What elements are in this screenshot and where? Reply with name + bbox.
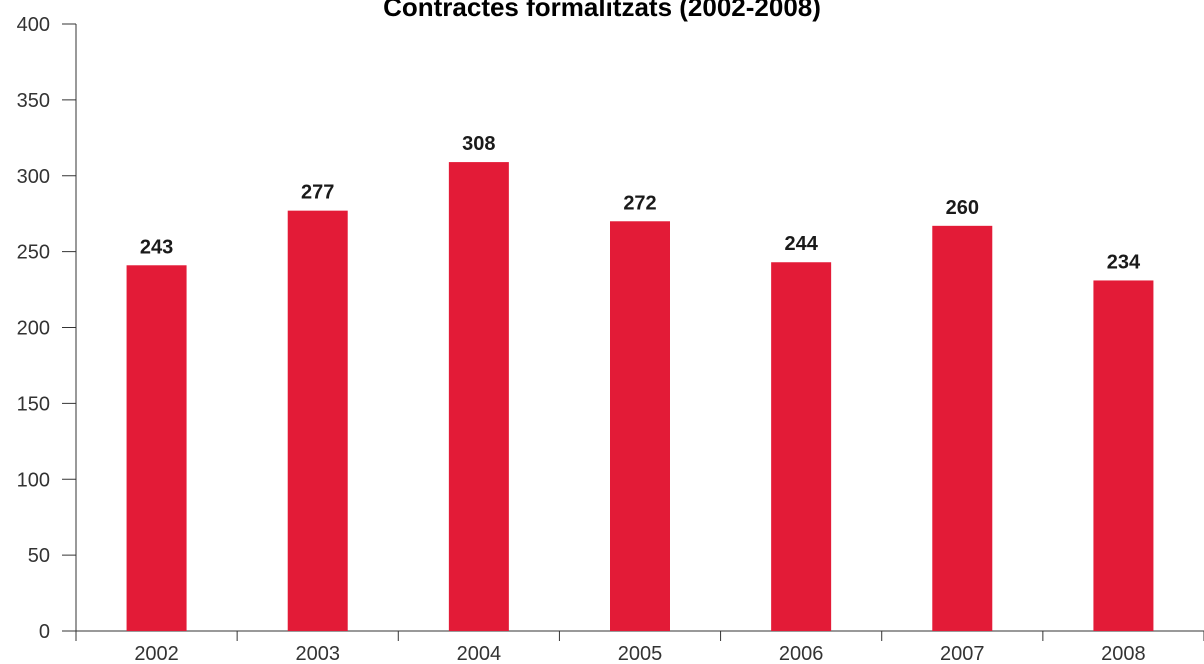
y-axis: 0 50 100 150 200 250 300 350 400 [17,14,77,643]
y-tick-label: 200 [17,318,50,340]
bar [287,210,348,631]
x-tick-label: 2008 [1101,643,1146,664]
x-tick-label: 2003 [295,643,340,664]
y-tick-label: 100 [17,469,50,491]
x-tick-label: 2002 [134,643,179,664]
y-tick-label: 300 [17,166,50,188]
x-tick-label: 2005 [618,643,663,664]
bar [126,265,187,631]
data-label: 260 [946,197,979,219]
y-tick-label: 150 [17,393,50,415]
data-label: 277 [301,182,334,204]
data-label: 308 [462,133,495,155]
bar [1093,280,1154,631]
bars [126,162,1154,631]
y-tick-label: 250 [17,242,50,264]
data-label: 272 [623,192,656,214]
data-labels: 243 277 308 272 244 260 234 [140,133,1141,273]
bar [771,262,832,631]
x-tick-label: 2007 [940,643,985,664]
x-tick-label: 2004 [457,643,502,664]
bar [932,225,993,631]
y-tick-label: 350 [17,90,50,112]
x-axis: 2002 2003 2004 2005 2006 2007 2008 [75,630,1204,664]
bar [448,162,509,631]
y-tick-label: 0 [39,621,50,643]
y-tick-label: 400 [17,14,50,36]
data-label: 234 [1107,251,1141,273]
data-label: 243 [140,236,173,258]
chart-title: Contractes formalitzats (2002-2008) [383,0,821,22]
y-tick-label: 50 [28,545,50,567]
x-tick-label: 2006 [779,643,824,664]
bar [610,221,670,631]
data-label: 244 [784,233,818,255]
